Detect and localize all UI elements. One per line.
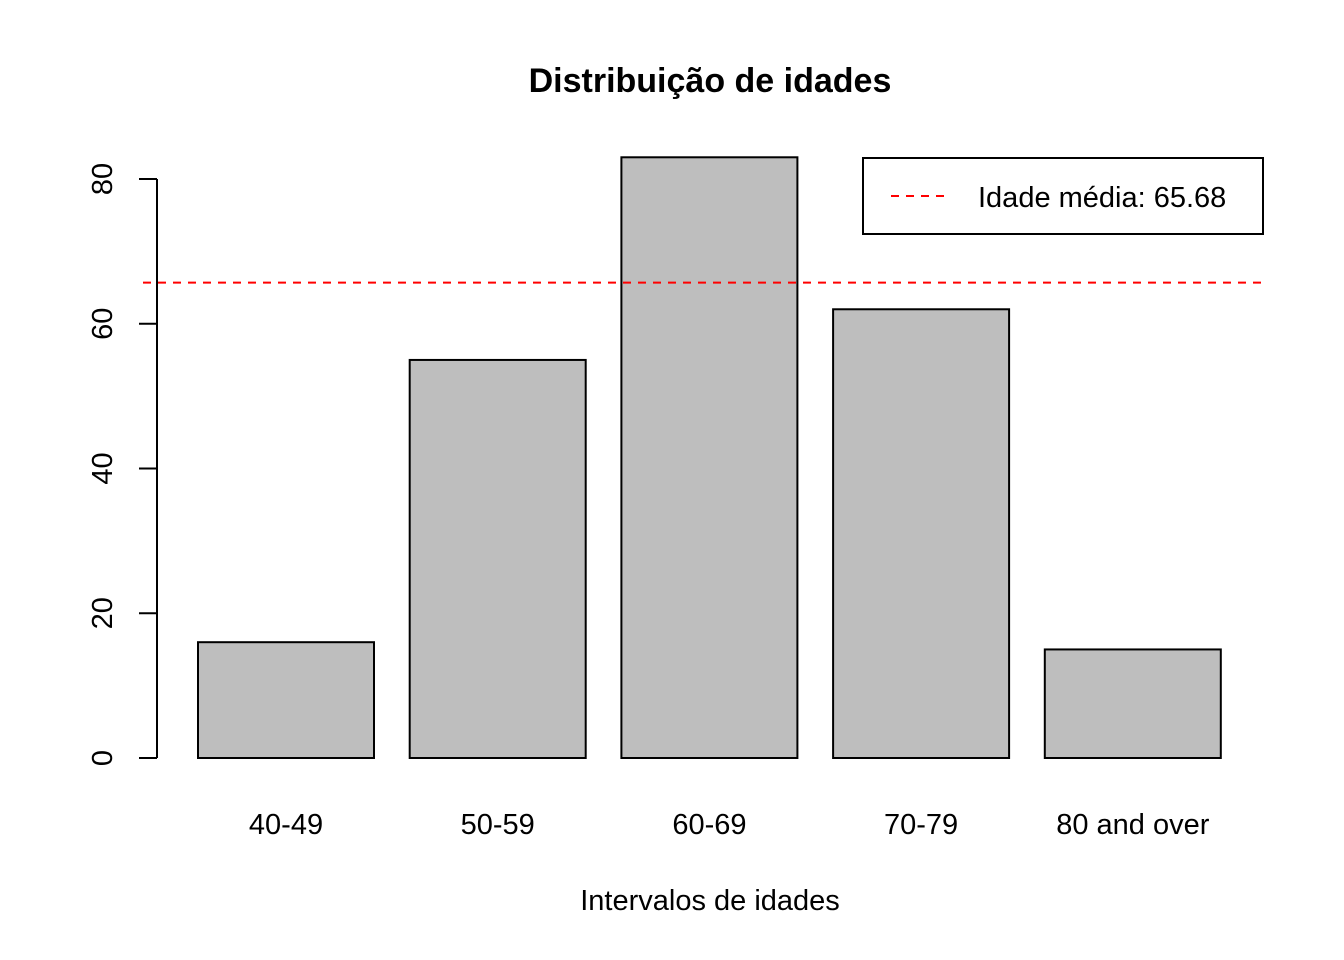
x-tick-label: 50-59 [461,809,535,841]
y-tick-label: 40 [87,452,119,484]
y-tick-label: 0 [87,750,119,766]
y-tick-label: 60 [87,308,119,340]
x-tick-label: 80 and over [1056,809,1210,841]
legend: Idade média: 65.68 [862,157,1264,235]
bar [197,641,375,760]
bar [620,156,799,760]
bar [1043,648,1222,759]
y-axis: 0 20 40 60 80 [87,163,158,766]
bar [408,358,587,759]
chart-title: Distribuição de idades [529,62,892,100]
y-tick-label: 80 [87,163,119,195]
x-axis-label: Intervalos de idades [580,885,840,917]
x-tick-label: 40-49 [249,809,323,841]
x-tick-label: 70-79 [884,809,958,841]
bar [832,308,1011,759]
x-tick-labels: 40-49 50-59 60-69 70-79 80 and over [249,809,1210,841]
x-tick-label: 60-69 [672,809,746,841]
bars [197,156,1222,760]
legend-label: Idade média: 65.68 [978,182,1226,214]
legend-box [862,157,1264,235]
y-tick-label: 20 [87,597,119,629]
